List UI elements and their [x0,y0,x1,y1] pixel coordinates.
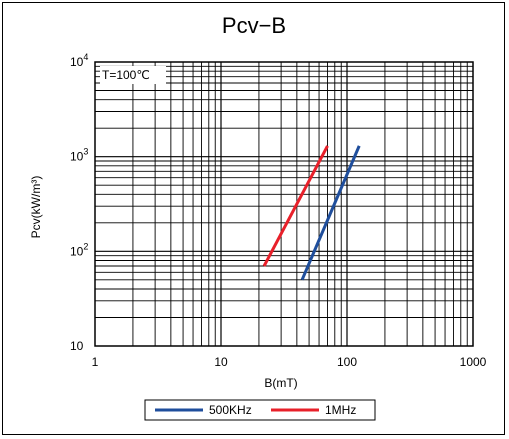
series-lines [262,145,361,281]
annotation-text: T=100℃ [102,68,150,82]
legend-box [144,399,376,421]
temperature-annotation: T=100℃ [100,66,166,84]
y-tick-label: 102 [70,241,88,258]
annotation-background [100,66,166,84]
legend: 500KHz 1MHz [144,399,376,421]
x-tick-label: 100 [337,355,357,369]
x-tick-label: 1000 [460,355,487,369]
x-tick-label: 1 [92,355,99,369]
legend-label-500khz: 500KHz [209,403,252,417]
plot-grid [95,62,473,346]
y-tick-exponent: 4 [83,52,88,62]
chart-frame [2,2,505,435]
y-tick-exponent: 2 [83,241,88,251]
x-tick-label: 10 [214,355,228,369]
y-tick-label: 10 [70,339,84,353]
chart-title: Pcv−B [222,13,286,38]
y-axis-label: Pcv(kW/m³) [29,176,43,239]
x-tick-labels: 1 10 100 1000 [92,355,487,369]
series-line-500khz [300,145,361,281]
plot-border [94,61,474,347]
y-tick-exponent: 3 [83,147,88,157]
y-tick-labels: 10 102 103 104 [70,52,88,353]
y-tick-label: 104 [70,52,88,69]
x-axis-label: B(mT) [264,376,297,390]
legend-label-1mhz: 1MHz [325,403,356,417]
y-tick-label: 103 [70,147,88,164]
series-line-1mhz [262,145,329,267]
